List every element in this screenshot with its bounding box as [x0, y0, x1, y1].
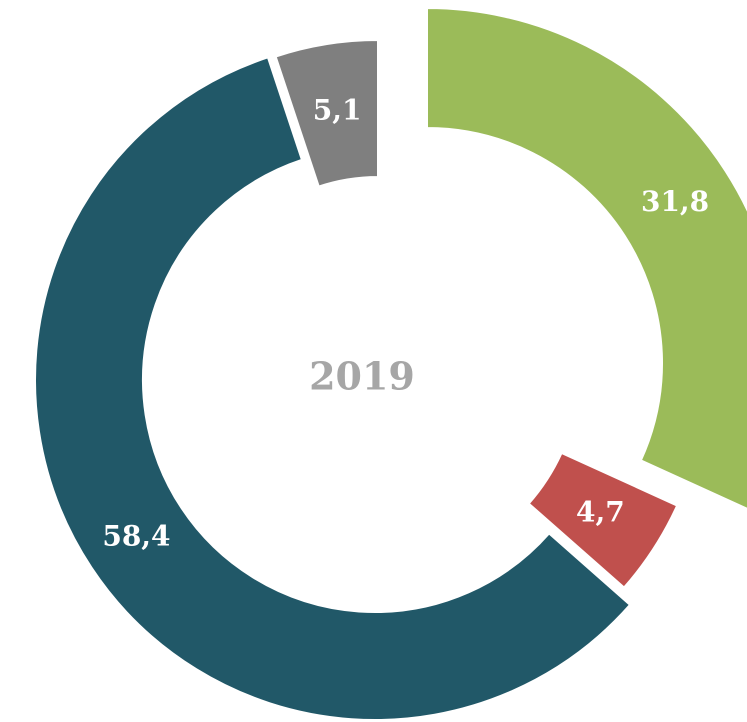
- slice: [274, 38, 379, 188]
- data-label: 31,8: [641, 185, 709, 218]
- chart-title: 2019: [309, 354, 415, 399]
- slices: [34, 6, 747, 721]
- data-label: 5,1: [313, 93, 362, 126]
- data-label: 4,7: [576, 495, 625, 528]
- slice: [34, 56, 632, 721]
- slice: [426, 6, 747, 510]
- slice: [527, 451, 679, 589]
- data-label: 58,4: [102, 519, 170, 552]
